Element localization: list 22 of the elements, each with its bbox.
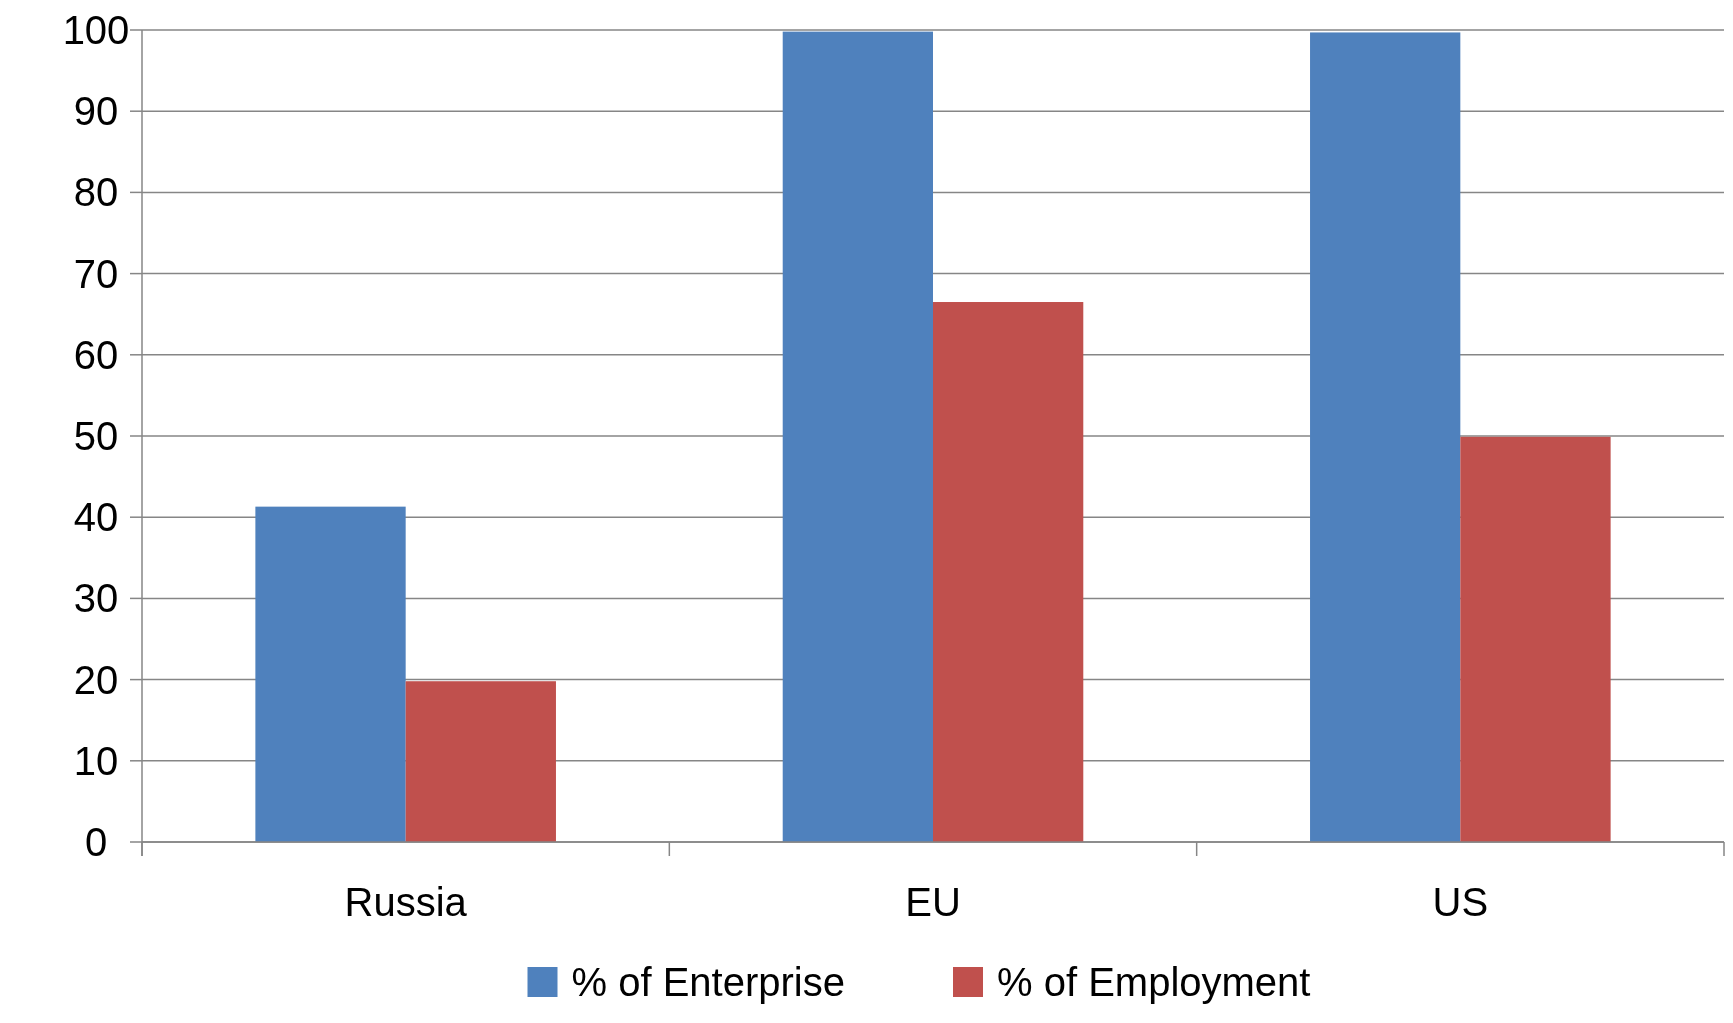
legend-label: % of Employment xyxy=(997,960,1311,1004)
legend-label: % of Enterprise xyxy=(571,960,845,1004)
y-tick-label: 50 xyxy=(73,414,119,458)
x-tick-label: US xyxy=(1432,880,1489,924)
y-tick-label: 100 xyxy=(62,8,130,52)
y-tick-label: 30 xyxy=(73,576,119,621)
y-tick-label: 10 xyxy=(73,738,119,783)
y-tick-label: 60 xyxy=(73,332,119,377)
bar xyxy=(255,506,406,842)
y-tick-label: 90 xyxy=(73,89,119,134)
bar xyxy=(1460,436,1611,842)
bar xyxy=(933,302,1084,842)
bar xyxy=(782,31,933,842)
y-tick-label: 20 xyxy=(73,657,119,702)
x-tick-label: Russia xyxy=(344,880,468,924)
y-tick-label: 70 xyxy=(73,251,119,296)
bar xyxy=(405,681,556,842)
y-tick-label: 80 xyxy=(73,170,119,215)
x-tick-label: EU xyxy=(905,880,961,924)
y-tick-label: 40 xyxy=(73,495,119,540)
y-tick-label: 0 xyxy=(84,820,108,864)
bar xyxy=(1310,32,1461,842)
